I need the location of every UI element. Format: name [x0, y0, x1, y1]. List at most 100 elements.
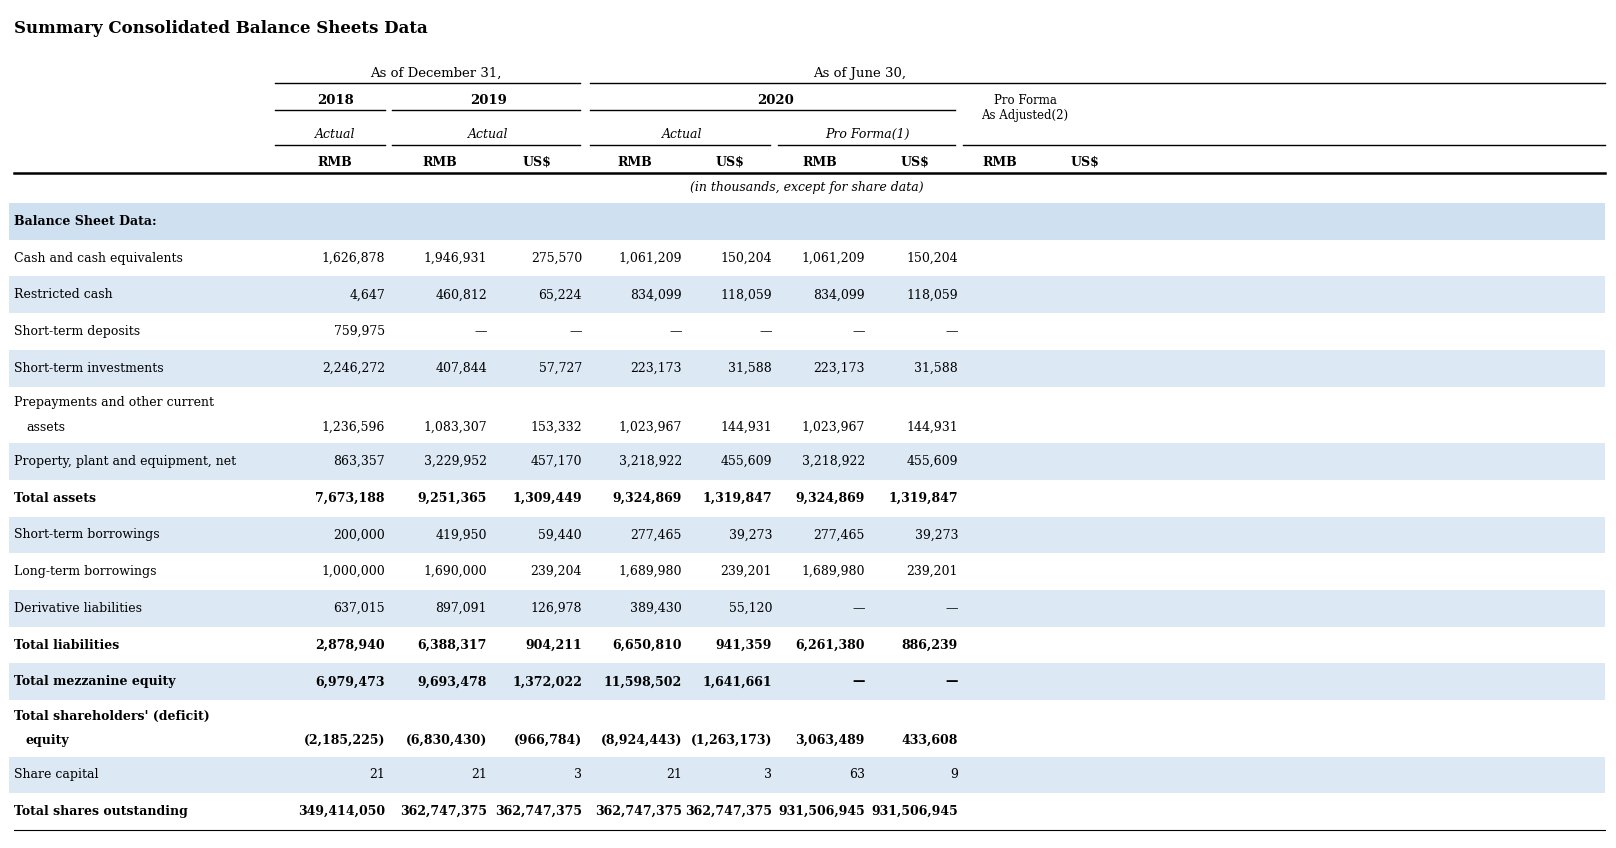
Text: 1,372,022: 1,372,022 — [512, 675, 582, 689]
Text: —: — — [853, 675, 865, 689]
Text: 3,229,952: 3,229,952 — [423, 455, 486, 468]
Text: Pro Forma: Pro Forma — [994, 93, 1057, 107]
Text: 21: 21 — [472, 768, 486, 781]
Text: 7,673,188: 7,673,188 — [315, 492, 385, 505]
Text: Actual: Actual — [469, 127, 509, 141]
Text: 6,650,810: 6,650,810 — [612, 639, 682, 651]
Text: RMB: RMB — [617, 155, 653, 169]
Bar — [10, 203, 1605, 240]
Text: —: — — [853, 325, 865, 338]
Bar — [10, 276, 1605, 313]
Text: 21: 21 — [368, 768, 385, 781]
Text: 6,979,473: 6,979,473 — [315, 675, 385, 689]
Text: 57,727: 57,727 — [538, 362, 582, 375]
Text: 239,201: 239,201 — [907, 565, 958, 578]
Text: Cash and cash equivalents: Cash and cash equivalents — [15, 252, 183, 265]
Text: 239,204: 239,204 — [530, 565, 582, 578]
Text: (966,784): (966,784) — [514, 734, 582, 747]
Text: —: — — [945, 675, 958, 689]
Text: 362,747,375: 362,747,375 — [401, 805, 486, 818]
Text: 11,598,502: 11,598,502 — [604, 675, 682, 689]
Bar — [10, 627, 1605, 663]
Text: 1,023,967: 1,023,967 — [619, 421, 682, 433]
Text: 275,570: 275,570 — [530, 252, 582, 265]
Bar — [10, 553, 1605, 590]
Text: 349,414,050: 349,414,050 — [297, 805, 385, 818]
Text: Derivative liabilities: Derivative liabilities — [15, 602, 142, 615]
Text: 759,975: 759,975 — [335, 325, 385, 338]
Text: 4,647: 4,647 — [349, 288, 385, 301]
Text: 3,218,922: 3,218,922 — [802, 455, 865, 468]
Text: 1,319,847: 1,319,847 — [703, 492, 772, 505]
Text: RMB: RMB — [983, 155, 1018, 169]
Bar — [10, 663, 1605, 700]
Text: 362,747,375: 362,747,375 — [494, 805, 582, 818]
Text: 223,173: 223,173 — [813, 362, 865, 375]
Text: Balance Sheet Data:: Balance Sheet Data: — [15, 215, 157, 228]
Text: Restricted cash: Restricted cash — [15, 288, 113, 301]
Bar — [10, 443, 1605, 480]
Text: 1,061,209: 1,061,209 — [619, 252, 682, 265]
Text: 39,273: 39,273 — [729, 528, 772, 541]
Text: 2,246,272: 2,246,272 — [322, 362, 385, 375]
Text: 2,878,940: 2,878,940 — [315, 639, 385, 651]
Text: 931,506,945: 931,506,945 — [779, 805, 865, 818]
Text: 1,689,980: 1,689,980 — [802, 565, 865, 578]
Text: Long-term borrowings: Long-term borrowings — [15, 565, 157, 578]
Text: —: — — [669, 325, 682, 338]
Text: Short-term borrowings: Short-term borrowings — [15, 528, 160, 541]
Text: Total liabilities: Total liabilities — [15, 639, 120, 651]
Bar — [10, 387, 1605, 443]
Bar — [10, 590, 1605, 627]
Text: 1,083,307: 1,083,307 — [423, 421, 486, 433]
Text: 144,931: 144,931 — [721, 421, 772, 433]
Text: —: — — [760, 325, 772, 338]
Text: 1,000,000: 1,000,000 — [322, 565, 385, 578]
Text: US$: US$ — [716, 155, 745, 169]
Text: Prepayments and other current: Prepayments and other current — [15, 396, 213, 409]
Text: (1,263,173): (1,263,173) — [690, 734, 772, 747]
Text: assets: assets — [26, 421, 65, 433]
Text: 277,465: 277,465 — [630, 528, 682, 541]
Text: 200,000: 200,000 — [333, 528, 385, 541]
Text: 3: 3 — [764, 768, 772, 781]
Text: 455,609: 455,609 — [907, 455, 958, 468]
Bar — [10, 313, 1605, 350]
Text: 153,332: 153,332 — [530, 421, 582, 433]
Text: —: — — [945, 325, 958, 338]
Text: 1,236,596: 1,236,596 — [322, 421, 385, 433]
Text: 9: 9 — [950, 768, 958, 781]
Text: 1,309,449: 1,309,449 — [512, 492, 582, 505]
Text: RMB: RMB — [423, 155, 457, 169]
Text: 55,120: 55,120 — [729, 602, 772, 615]
Text: Actual: Actual — [315, 127, 356, 141]
Text: 637,015: 637,015 — [333, 602, 385, 615]
Text: 126,978: 126,978 — [530, 602, 582, 615]
Text: 897,091: 897,091 — [435, 602, 486, 615]
Text: —: — — [475, 325, 486, 338]
Text: 9,324,869: 9,324,869 — [612, 492, 682, 505]
Text: 9,251,365: 9,251,365 — [417, 492, 486, 505]
Text: As of December 31,: As of December 31, — [370, 66, 501, 80]
Bar — [10, 700, 1605, 756]
Text: Short-term deposits: Short-term deposits — [15, 325, 141, 338]
Text: 2018: 2018 — [317, 93, 354, 107]
Text: 362,747,375: 362,747,375 — [685, 805, 772, 818]
Text: 239,201: 239,201 — [721, 565, 772, 578]
Text: As of June 30,: As of June 30, — [813, 66, 907, 80]
Text: 118,059: 118,059 — [907, 288, 958, 301]
Text: 362,747,375: 362,747,375 — [595, 805, 682, 818]
Text: 1,946,931: 1,946,931 — [423, 252, 486, 265]
Bar — [10, 516, 1605, 553]
Text: 65,224: 65,224 — [538, 288, 582, 301]
Text: US$: US$ — [522, 155, 551, 169]
Text: 1,641,661: 1,641,661 — [703, 675, 772, 689]
Text: (2,185,225): (2,185,225) — [304, 734, 385, 747]
Text: 886,239: 886,239 — [902, 639, 958, 651]
Text: Total shareholders' (deficit): Total shareholders' (deficit) — [15, 710, 210, 722]
Text: —: — — [569, 325, 582, 338]
Text: 457,170: 457,170 — [530, 455, 582, 468]
Text: (6,830,430): (6,830,430) — [406, 734, 486, 747]
Text: 1,023,967: 1,023,967 — [802, 421, 865, 433]
Text: 455,609: 455,609 — [721, 455, 772, 468]
